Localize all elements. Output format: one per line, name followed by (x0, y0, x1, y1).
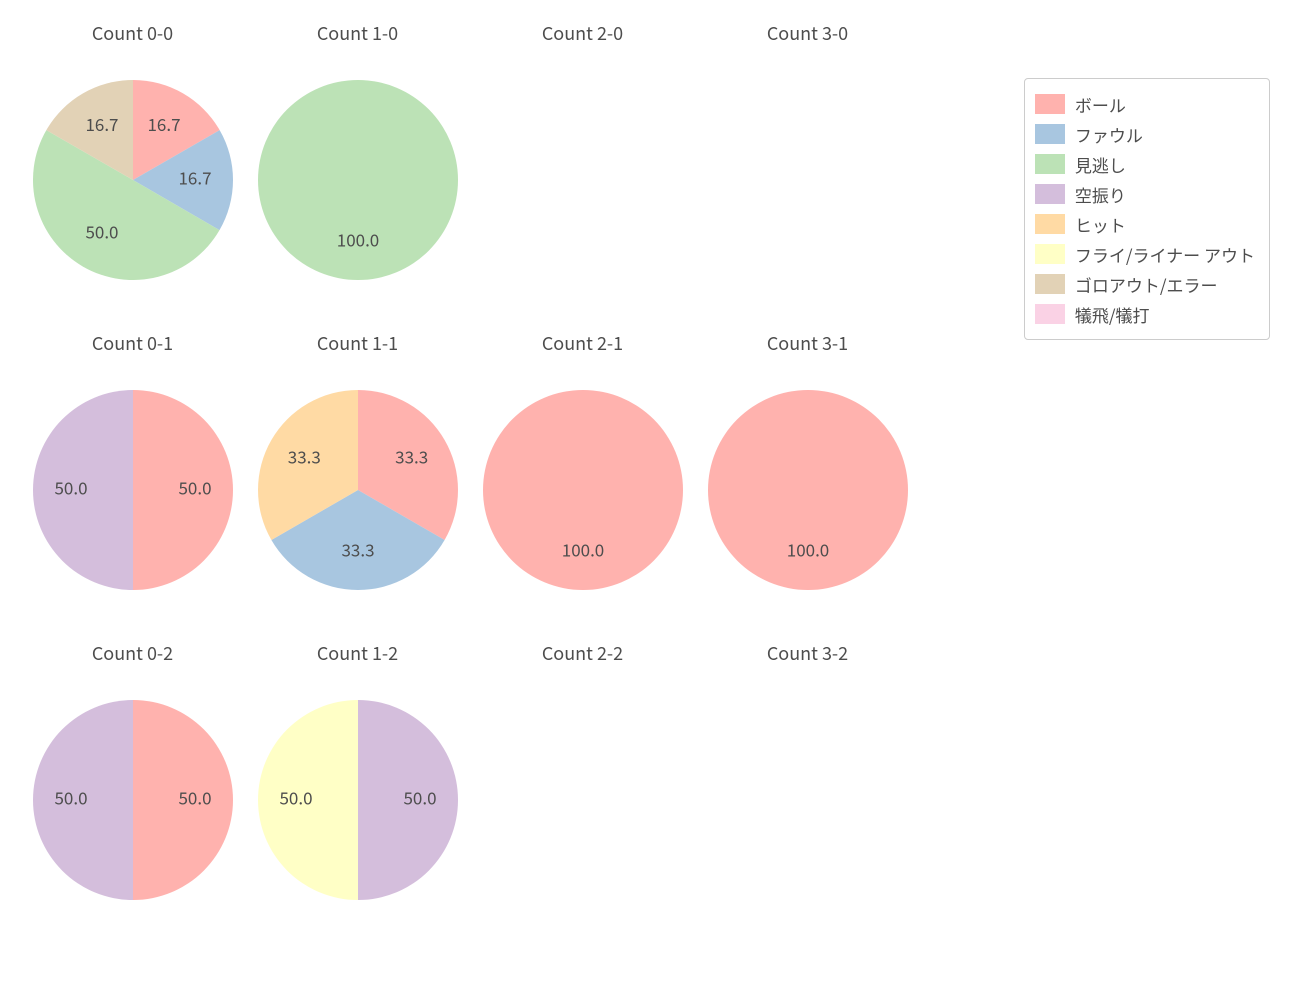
pie-chart: 100.0 (708, 390, 908, 590)
legend-item: ファウル (1035, 119, 1255, 149)
pie-chart: 33.3 33.3 33.3 (258, 390, 458, 590)
cell-title: Count 2-1 (470, 330, 695, 356)
pie-cell: Count 2-2 (470, 630, 695, 940)
pie-grid: Count 0-016.716.750.016.7Count 1-0100.0C… (20, 10, 920, 940)
pie-slice-label: 50.0 (54, 475, 87, 500)
pie-chart (708, 80, 908, 280)
pie-slice-label: 50.0 (85, 218, 118, 243)
pie-chart (708, 700, 908, 900)
cell-title: Count 1-0 (245, 20, 470, 46)
pie-slice-label: 50.0 (279, 785, 312, 810)
legend-item: ヒット (1035, 209, 1255, 239)
legend-label: ボール (1075, 92, 1126, 117)
legend-swatch (1035, 184, 1065, 204)
legend-item: ゴロアウト/エラー (1035, 269, 1255, 299)
pie-cell: Count 1-1 33.3 33.3 33.3 (245, 320, 470, 630)
pie-slice-label: 16.7 (178, 165, 211, 190)
pie-slice-label: 33.3 (395, 444, 428, 469)
legend-label: ファウル (1075, 122, 1143, 147)
pie-cell: Count 1-0 100.0 (245, 10, 470, 320)
cell-title: Count 2-0 (470, 20, 695, 46)
cell-title: Count 3-0 (695, 20, 920, 46)
legend-label: ゴロアウト/エラー (1075, 272, 1218, 297)
legend-item: 見逃し (1035, 149, 1255, 179)
pie-cell: Count 0-0 16.7 16.7 50.0 16.7 (20, 10, 245, 320)
pie-slice-label: 100.0 (786, 537, 828, 562)
legend-label: フライ/ライナー アウト (1075, 242, 1255, 267)
legend-swatch (1035, 124, 1065, 144)
legend-swatch (1035, 214, 1065, 234)
pie-cell: Count 0-1 50.0 50.0 (20, 320, 245, 630)
pie-chart: 100.0 (483, 390, 683, 590)
pie-chart: 16.7 16.7 50.0 16.7 (33, 80, 233, 280)
pie-slice-label: 33.3 (341, 537, 374, 562)
pie-slice-label: 50.0 (54, 785, 87, 810)
pie-slice-label: 16.7 (85, 111, 118, 136)
pie-slice-label: 50.0 (178, 475, 211, 500)
pie-cell: Count 0-2 50.0 50.0 (20, 630, 245, 940)
cell-title: Count 1-2 (245, 640, 470, 666)
pie-slice-label: 50.0 (403, 785, 436, 810)
legend-label: 見逃し (1075, 152, 1126, 177)
legend-label: 犠飛/犠打 (1075, 302, 1150, 327)
pie-cell: Count 3-0 (695, 10, 920, 320)
legend-item: ボール (1035, 89, 1255, 119)
pie-chart (483, 700, 683, 900)
legend-label: 空振り (1075, 182, 1126, 207)
pie-slice-label: 100.0 (336, 227, 378, 252)
cell-title: Count 2-2 (470, 640, 695, 666)
cell-title: Count 3-1 (695, 330, 920, 356)
pie-chart: 50.0 50.0 (33, 700, 233, 900)
pie-slice-label: 100.0 (561, 537, 603, 562)
legend: ボールファウル見逃し空振りヒットフライ/ライナー アウトゴロアウト/エラー犠飛/… (1024, 78, 1270, 340)
legend-item: フライ/ライナー アウト (1035, 239, 1255, 269)
legend-swatch (1035, 304, 1065, 324)
cell-title: Count 0-1 (20, 330, 245, 356)
pie-slice-label: 16.7 (147, 111, 180, 136)
cell-title: Count 3-2 (695, 640, 920, 666)
legend-item: 犠飛/犠打 (1035, 299, 1255, 329)
pie-cell: Count 3-2 (695, 630, 920, 940)
cell-title: Count 0-0 (20, 20, 245, 46)
cell-title: Count 1-1 (245, 330, 470, 356)
cell-title: Count 0-2 (20, 640, 245, 666)
legend-swatch (1035, 154, 1065, 174)
legend-item: 空振り (1035, 179, 1255, 209)
pie-chart: 100.0 (258, 80, 458, 280)
pie-cell: Count 2-0 (470, 10, 695, 320)
pie-slice-label: 50.0 (178, 785, 211, 810)
legend-swatch (1035, 244, 1065, 264)
pie-chart: 50.0 50.0 (33, 390, 233, 590)
pie-cell: Count 3-1 100.0 (695, 320, 920, 630)
pie-cell: Count 2-1 100.0 (470, 320, 695, 630)
legend-swatch (1035, 94, 1065, 114)
pie-chart (483, 80, 683, 280)
pie-slice-label: 33.3 (287, 444, 320, 469)
legend-swatch (1035, 274, 1065, 294)
legend-label: ヒット (1075, 212, 1126, 237)
pie-cell: Count 1-2 50.0 50.0 (245, 630, 470, 940)
pie-chart: 50.0 50.0 (258, 700, 458, 900)
